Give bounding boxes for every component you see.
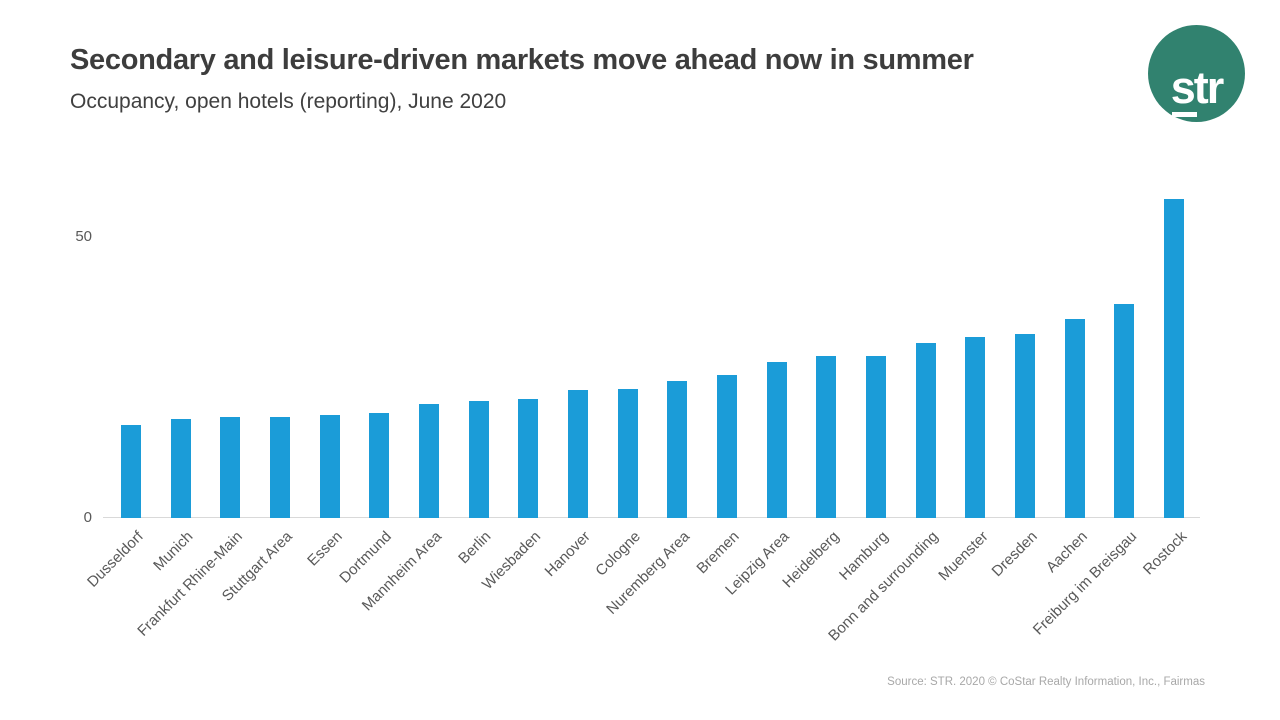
bar-hamburg bbox=[866, 356, 886, 518]
bar-stuttgart-area bbox=[270, 416, 290, 518]
bar-freiburg-im-breisgau bbox=[1114, 303, 1135, 518]
x-axis-label: Bremen bbox=[693, 528, 744, 578]
bar-heidelberg bbox=[816, 356, 837, 518]
bar-munich bbox=[170, 419, 191, 518]
bar-leipzig-area bbox=[766, 361, 787, 518]
bar-mannheim-area bbox=[419, 404, 439, 518]
bar-dortmund bbox=[369, 412, 390, 518]
source-note: Source: STR. 2020 © CoStar Realty Inform… bbox=[887, 676, 1205, 688]
x-axis-line bbox=[103, 517, 1200, 518]
chart-subtitle: Occupancy, open hotels (reporting), June… bbox=[70, 90, 507, 113]
x-axis-label: Berlin bbox=[455, 528, 495, 568]
bar-berlin bbox=[468, 401, 489, 518]
x-axis-label: Aachen bbox=[1042, 528, 1091, 576]
bar-rostock bbox=[1164, 199, 1184, 518]
x-axis-label: Dresden bbox=[988, 528, 1042, 581]
str-logo-underline bbox=[1172, 112, 1197, 117]
bar-bremen bbox=[717, 375, 737, 518]
bar-hanover bbox=[568, 390, 588, 518]
bar-cologne bbox=[617, 389, 638, 518]
bar-muenster bbox=[965, 337, 986, 518]
str-logo-text: str bbox=[1170, 62, 1225, 113]
bar-essen bbox=[319, 415, 340, 518]
str-logo: str bbox=[1148, 25, 1245, 122]
x-axis-label: Muenster bbox=[935, 528, 992, 585]
bar-bonn-and-surrounding bbox=[915, 342, 936, 518]
x-axis-label: Hanover bbox=[541, 528, 595, 581]
chart-title: Secondary and leisure-driven markets mov… bbox=[70, 44, 974, 76]
bar-aachen bbox=[1064, 319, 1085, 518]
bar-dusseldorf bbox=[121, 425, 141, 518]
bar-frankfurt-rhine-main bbox=[220, 416, 241, 518]
bar-nuremberg-area bbox=[667, 381, 688, 518]
x-axis-label: Munich bbox=[150, 528, 197, 575]
y-axis-tick-0: 0 bbox=[83, 509, 92, 526]
x-axis-label: Essen bbox=[304, 528, 346, 570]
x-axis-label: Rostock bbox=[1139, 528, 1191, 579]
bar-dresden bbox=[1015, 334, 1035, 518]
bar-wiesbaden bbox=[518, 399, 539, 518]
x-axis-label: Dusseldorf bbox=[84, 528, 148, 591]
y-axis-tick-50: 50 bbox=[75, 228, 92, 245]
